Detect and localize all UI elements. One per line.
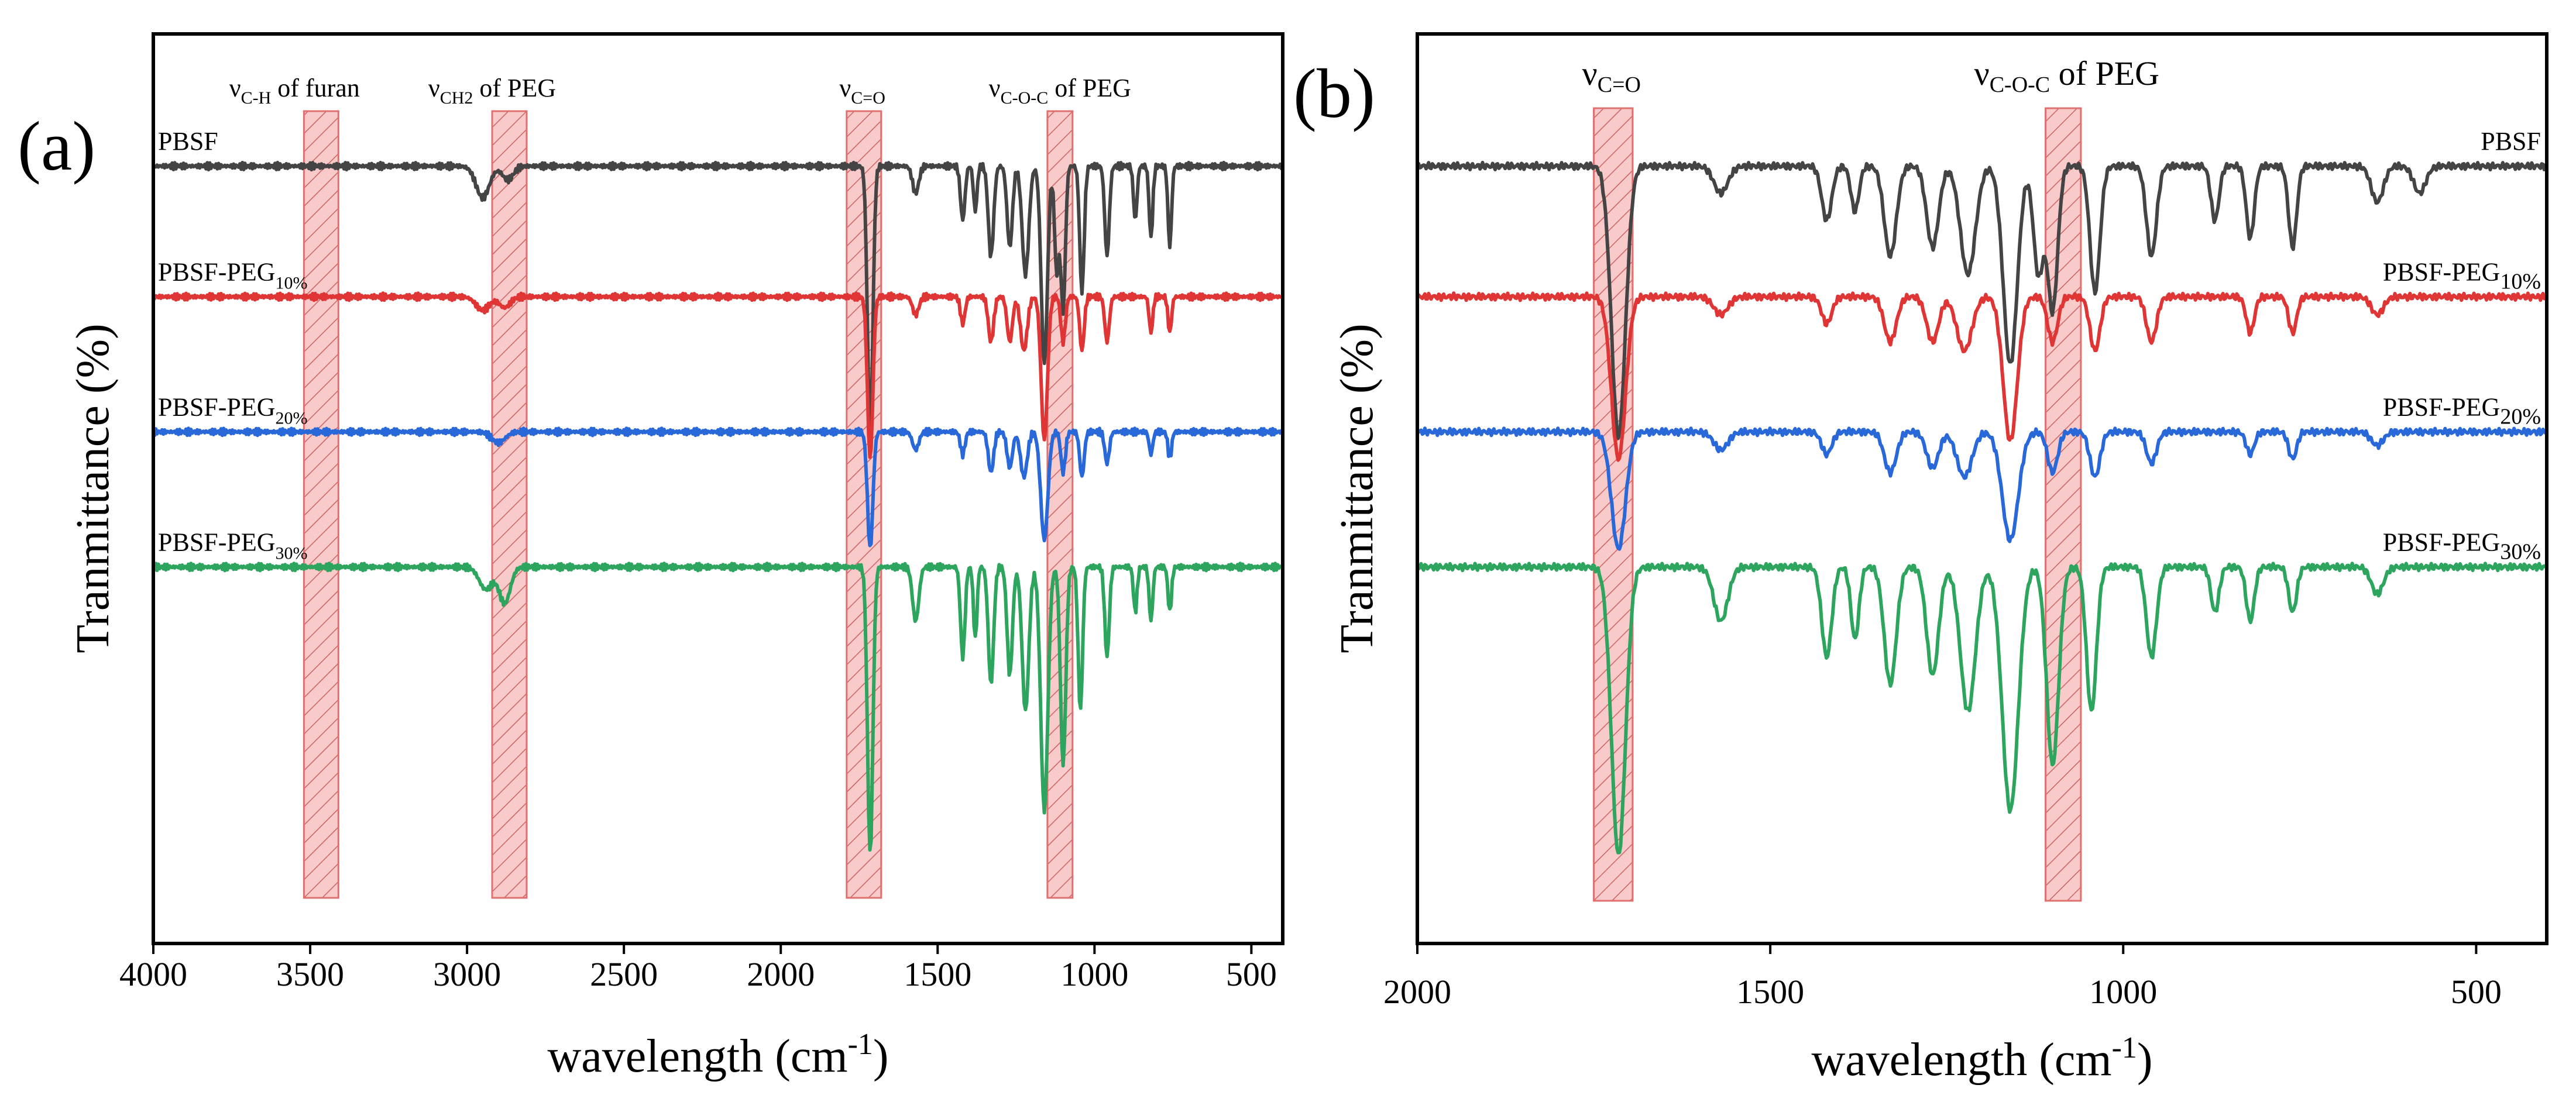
panel-a-series-labels: PBSF PBSF-PEG10% PBSF-PEG20% PBSF-PEG30% [158, 127, 308, 563]
x-tick-label-1000: 1000 [1060, 955, 1128, 993]
series-label-PBSF-PEG30%: PBSF-PEG30% [158, 528, 308, 563]
x-tick-label-1500: 1500 [1736, 973, 1804, 1011]
x-tick-label-500: 500 [2451, 973, 2502, 1011]
panel-a-x-axis-title: wavelength (cm-1) [547, 1028, 888, 1082]
panel-a-plot-frame [152, 32, 1284, 945]
x-tick-label-3000: 3000 [433, 955, 501, 993]
ch2-band [491, 110, 528, 899]
panel-b-x-ticks: 2000 1500 1000 500 [1383, 943, 2502, 1011]
furan-band [303, 110, 339, 899]
furan-band-hatch [303, 110, 339, 899]
panel-b-label: (b) [1293, 54, 1375, 132]
series-line-PBSF-PEG20% [152, 426, 1284, 547]
series-line-PBSF-PEG10% [1416, 291, 2548, 462]
x-tick-label-1500: 1500 [904, 955, 971, 993]
series-line-PBSF-PEG10% [152, 291, 1284, 459]
series-line-PBSF [152, 160, 1284, 438]
coc-band-hatch [2045, 107, 2082, 902]
series-label-PBSF: PBSF [158, 127, 218, 156]
series-label-PBSF: PBSF [2481, 127, 2541, 156]
ch2-band-hatch [491, 110, 528, 899]
ch2-band-label: νCH2 of PEG [428, 74, 556, 108]
furan-band-label: νC-H of furan [229, 74, 360, 108]
x-tick-label-2000: 2000 [1383, 973, 1451, 1011]
panel-a-bands: νC-H of furan νCH2 of PEG νC=O νC-O-C of PE… [229, 74, 1131, 899]
panel-b-plot-frame [1416, 32, 2548, 945]
series-line-PBSF [1416, 160, 2548, 440]
coc-band-label: νC-O-C of PEG [1974, 54, 2159, 97]
panel-a: (a) νC-H of furan νCH2 of PEG νC=O νC-O-C o… [18, 32, 1284, 1082]
panel-a-y-axis-title: Tranmittance (%) [67, 323, 119, 653]
co-band [846, 110, 882, 899]
series-label-PBSF-PEG20%: PBSF-PEG20% [2383, 392, 2541, 429]
series-label-PBSF-PEG10%: PBSF-PEG10% [2383, 257, 2541, 294]
x-tick-label-3500: 3500 [276, 955, 344, 993]
panel-b-series-labels: PBSF PBSF-PEG10% PBSF-PEG20% PBSF-PEG30% [2383, 127, 2541, 564]
panel-b-series [1416, 160, 2548, 855]
co-band-label: νC=O [839, 74, 885, 108]
coc-band [2045, 107, 2082, 902]
panel-a-label: (a) [18, 107, 95, 185]
panel-a-series [152, 160, 1284, 852]
series-label-PBSF-PEG30%: PBSF-PEG30% [2383, 528, 2541, 564]
coc-band [1046, 110, 1074, 899]
x-tick-label-4000: 4000 [119, 955, 187, 993]
x-tick-label-2500: 2500 [590, 955, 658, 993]
x-tick-label-1000: 1000 [2089, 973, 2157, 1011]
series-line-PBSF-PEG30% [1416, 562, 2548, 855]
panel-b-x-axis-title: wavelength (cm-1) [1811, 1031, 2152, 1086]
series-line-PBSF-PEG20% [1416, 426, 2547, 551]
coc-band-hatch [1046, 110, 1074, 899]
series-line-PBSF-PEG30% [152, 562, 1284, 852]
panel-b-bands: νC=O νC-O-C of PEG [1582, 54, 2159, 902]
x-tick-label-500: 500 [1226, 955, 1277, 993]
series-label-PBSF-PEG10%: PBSF-PEG10% [158, 257, 308, 292]
co-band-label: νC=O [1582, 54, 1640, 97]
panel-b-y-axis-title: Tranmittance (%) [1331, 323, 1383, 653]
coc-band-label: νC-O-C of PEG [989, 74, 1131, 108]
panel-b: (b) νC=O νC-O-C of PEG PBSFPBSF-PEG10%PBS… [1293, 32, 2548, 1086]
panel-a-x-ticks: 4000 3500 3000 2500 2000 1500 1000 500 [119, 943, 1277, 993]
x-tick-label-2000: 2000 [747, 955, 815, 993]
series-label-PBSF-PEG20%: PBSF-PEG20% [158, 392, 308, 428]
